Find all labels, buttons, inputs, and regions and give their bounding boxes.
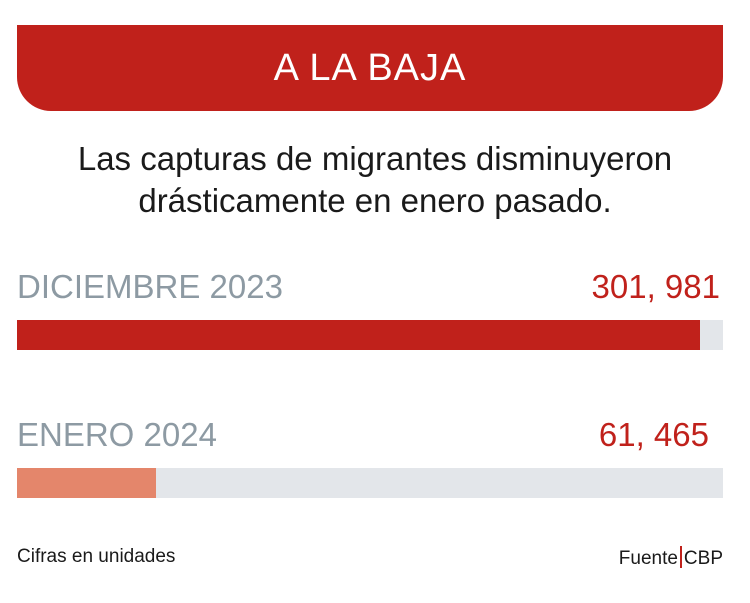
units-note: Cifras en unidades [17,546,176,567]
bar-fill-jan-2024 [17,468,157,498]
bar-fill-dec-2023 [17,320,701,350]
subtitle: Las capturas de migrantes disminuyeron d… [0,138,750,222]
subtitle-line-2: drásticamente en enero pasado. [138,182,612,219]
source-separator [679,546,682,568]
header-title: A LA BAJA [273,46,467,89]
bar-label-dec-2023: DICIEMBRE 2023 [17,268,283,305]
bar-value-dec-2023: 301, 981 [591,268,720,305]
subtitle-line-1: Las capturas de migrantes disminuyeron [77,140,673,177]
source-name: CBP [683,548,723,569]
bar-value-jan-2024: 61, 465 [598,416,709,453]
bar-track-dec-2023 [17,320,723,350]
header-banner: A LA BAJA [17,25,723,111]
source-credit: Fuente CBP [619,546,723,570]
bar-track-jan-2024 [17,468,723,498]
source-label: Fuente [618,548,678,569]
bar-label-jan-2024: ENERO 2024 [17,416,217,453]
